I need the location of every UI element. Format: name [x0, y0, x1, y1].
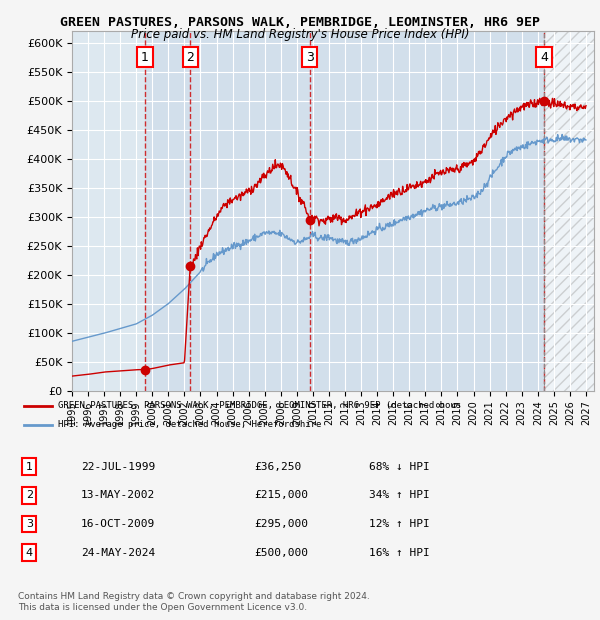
Text: 3: 3: [26, 519, 33, 529]
Bar: [145, 31, 190, 391]
Bar: [544, 31, 594, 391]
Text: 4: 4: [540, 51, 548, 64]
Text: 4: 4: [26, 547, 33, 557]
Text: Price paid vs. HM Land Registry's House Price Index (HPI): Price paid vs. HM Land Registry's House …: [131, 28, 469, 41]
Text: 16% ↑ HPI: 16% ↑ HPI: [369, 547, 430, 557]
Text: Contains HM Land Registry data © Crown copyright and database right 2024.: Contains HM Land Registry data © Crown c…: [18, 592, 370, 601]
Text: 2: 2: [186, 51, 194, 64]
Text: 34% ↑ HPI: 34% ↑ HPI: [369, 490, 430, 500]
Bar: [190, 31, 310, 391]
Text: This data is licensed under the Open Government Licence v3.0.: This data is licensed under the Open Gov…: [18, 603, 307, 612]
Bar: [310, 31, 544, 391]
Text: 3: 3: [305, 51, 313, 64]
Text: 68% ↓ HPI: 68% ↓ HPI: [369, 462, 430, 472]
Text: £500,000: £500,000: [254, 547, 308, 557]
Text: HPI: Average price, detached house, Herefordshire: HPI: Average price, detached house, Here…: [58, 420, 322, 430]
Text: 2: 2: [26, 490, 33, 500]
Text: 24-MAY-2024: 24-MAY-2024: [81, 547, 155, 557]
Text: 1: 1: [141, 51, 149, 64]
Text: 16-OCT-2009: 16-OCT-2009: [81, 519, 155, 529]
Text: £295,000: £295,000: [254, 519, 308, 529]
Text: 22-JUL-1999: 22-JUL-1999: [81, 462, 155, 472]
Text: 12% ↑ HPI: 12% ↑ HPI: [369, 519, 430, 529]
Text: 1: 1: [26, 462, 33, 472]
Text: GREEN PASTURES, PARSONS WALK, PEMBRIDGE, LEOMINSTER, HR6 9EP: GREEN PASTURES, PARSONS WALK, PEMBRIDGE,…: [60, 16, 540, 29]
Text: 13-MAY-2002: 13-MAY-2002: [81, 490, 155, 500]
Text: £36,250: £36,250: [254, 462, 301, 472]
Text: £215,000: £215,000: [254, 490, 308, 500]
Text: GREEN PASTURES, PARSONS WALK, PEMBRIDGE, LEOMINSTER, HR6 9EP (detached hous: GREEN PASTURES, PARSONS WALK, PEMBRIDGE,…: [58, 401, 461, 410]
